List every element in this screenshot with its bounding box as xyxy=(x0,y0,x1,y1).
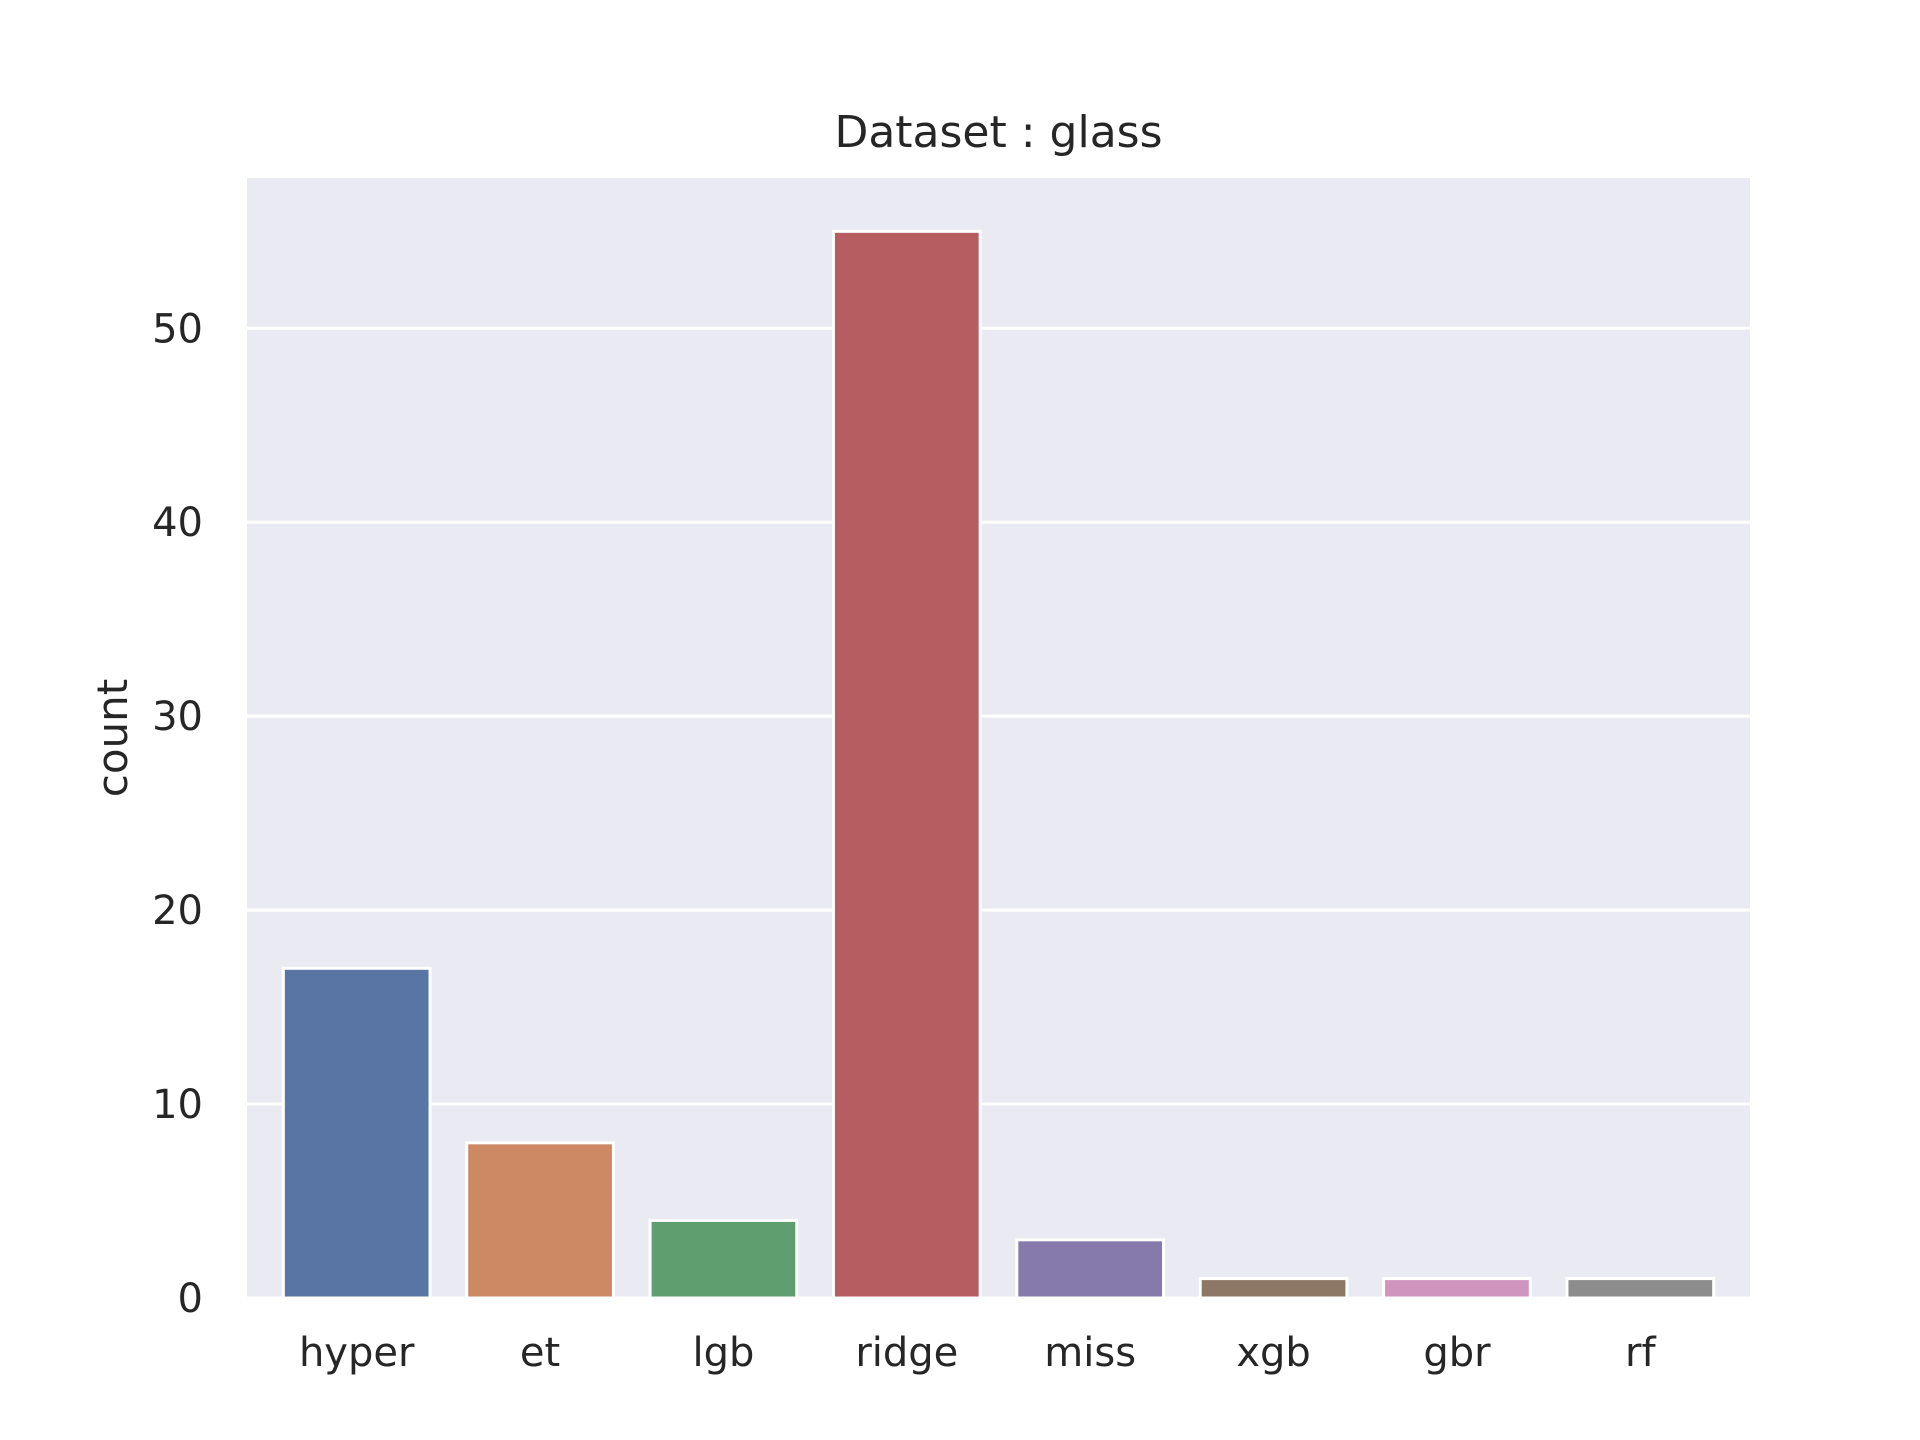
y-tick-label: 30 xyxy=(152,694,203,740)
y-tick-label: 40 xyxy=(152,500,203,546)
bar-et xyxy=(465,1141,615,1300)
y-tick-label: 20 xyxy=(152,888,203,934)
bar-xgb xyxy=(1198,1277,1349,1300)
x-tick-label-xgb: xgb xyxy=(1236,1330,1310,1376)
bar-lgb xyxy=(648,1218,799,1300)
y-tick-label: 50 xyxy=(152,306,203,352)
y-tick-label: 0 xyxy=(178,1276,203,1322)
bar-hyper xyxy=(281,966,432,1300)
x-tick-label-lgb: lgb xyxy=(692,1330,754,1376)
plot-background xyxy=(247,178,1750,1298)
y-tick-labels: 0 10 20 30 40 50 xyxy=(152,306,203,1322)
bar-rf xyxy=(1565,1277,1716,1300)
x-tick-labels: hyper et lgb ridge miss xgb gbr rf xyxy=(299,1330,1657,1376)
x-tick-label-ridge: ridge xyxy=(855,1330,958,1376)
chart-title: Dataset : glass xyxy=(834,107,1162,158)
bar-ridge xyxy=(831,229,982,1300)
x-tick-label-miss: miss xyxy=(1044,1330,1136,1376)
x-tick-label-et: et xyxy=(520,1330,560,1376)
bar-miss xyxy=(1015,1238,1166,1300)
y-axis-label: count xyxy=(88,679,137,798)
bar-gbr xyxy=(1382,1277,1532,1300)
x-tick-label-rf: rf xyxy=(1625,1330,1656,1376)
x-tick-label-gbr: gbr xyxy=(1423,1330,1491,1376)
x-tick-label-hyper: hyper xyxy=(299,1330,415,1376)
bars xyxy=(281,229,1716,1300)
y-tick-label: 10 xyxy=(152,1082,203,1128)
